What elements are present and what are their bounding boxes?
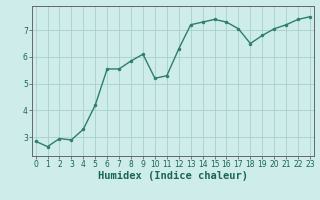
X-axis label: Humidex (Indice chaleur): Humidex (Indice chaleur)	[98, 171, 248, 181]
